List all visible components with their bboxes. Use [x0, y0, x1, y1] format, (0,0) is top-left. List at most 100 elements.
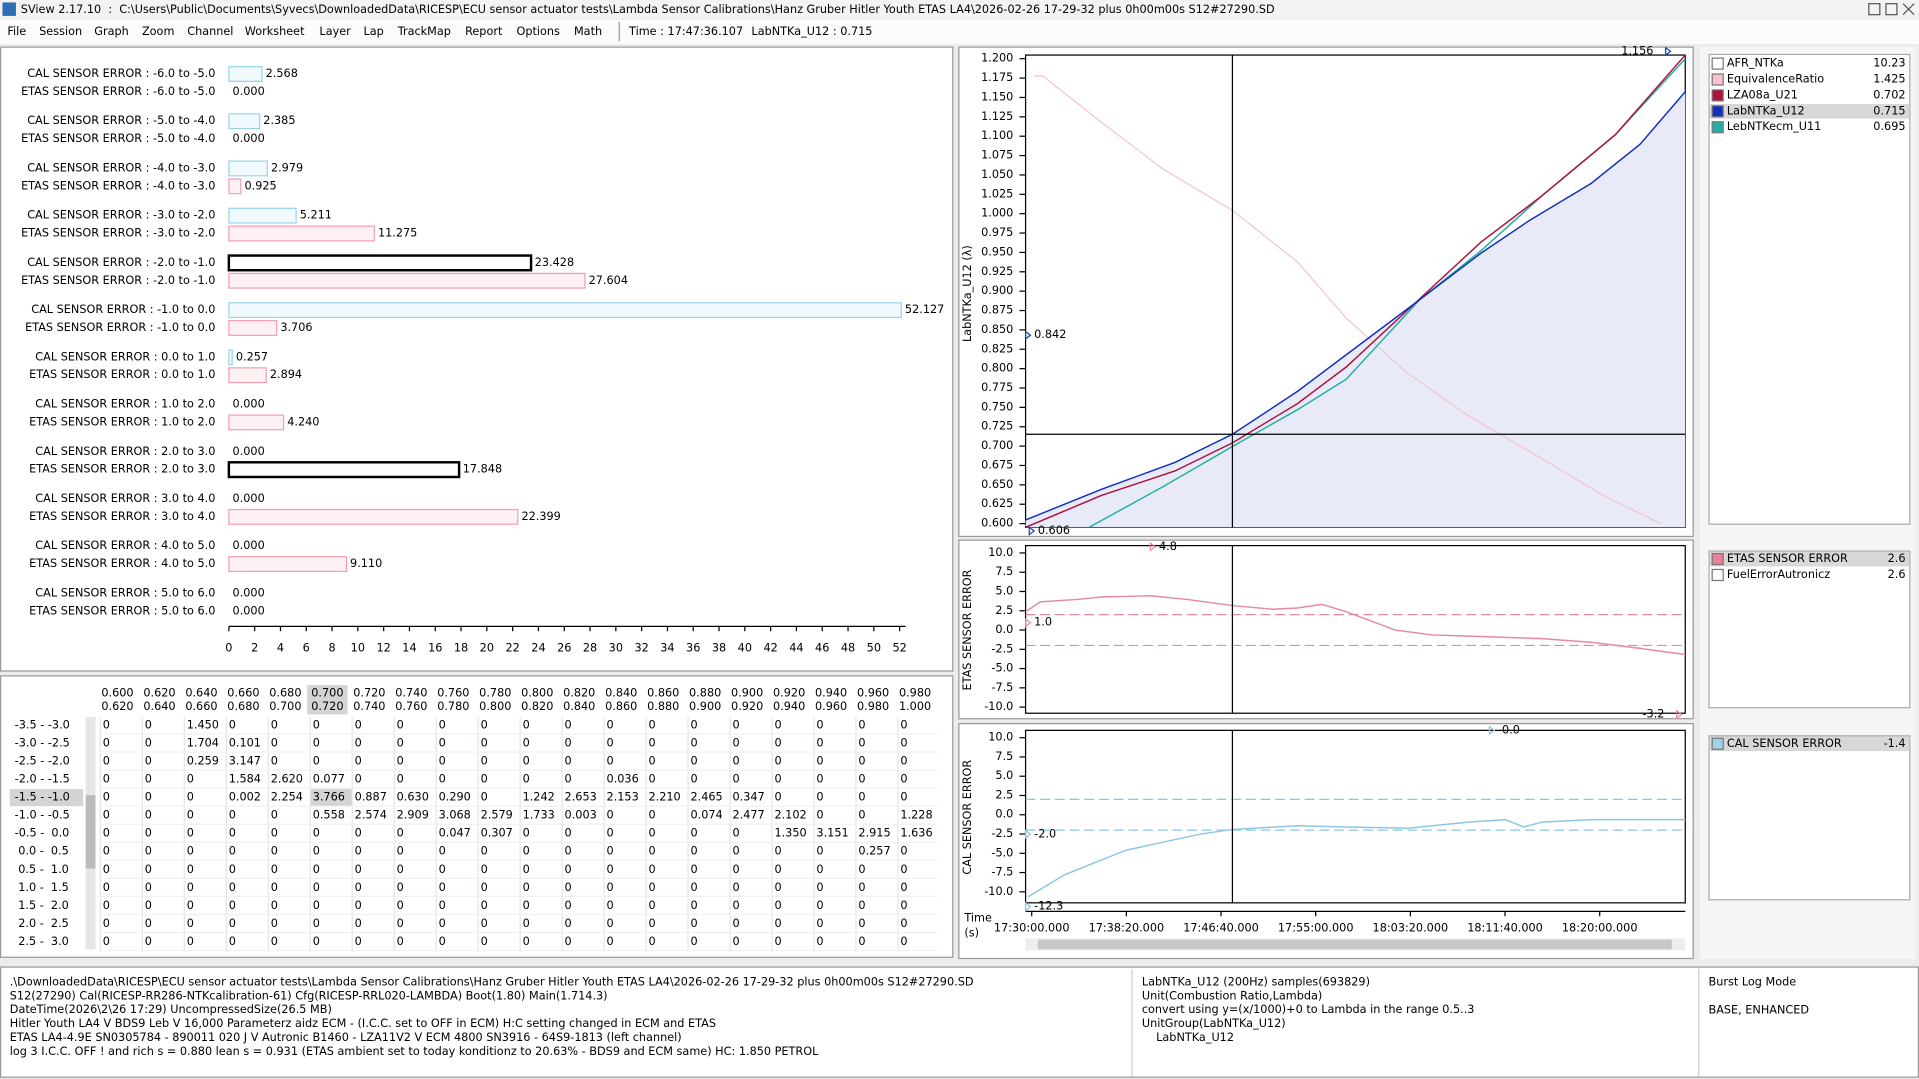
table-cell: 2.210: [649, 791, 681, 804]
table-cell: 0: [229, 718, 236, 731]
menu-item[interactable]: Lap: [363, 25, 383, 38]
bar-value: 2.385: [263, 114, 295, 127]
menu-item[interactable]: TrackMap: [397, 25, 451, 38]
table-cell: 0: [858, 791, 865, 804]
table-cell: 2.574: [355, 809, 387, 822]
y-tick-label: 0.650: [981, 478, 1013, 491]
table-cell: 0: [607, 809, 614, 822]
table-cell: 0: [229, 899, 236, 912]
table-cell: 0: [481, 917, 488, 930]
table-cell: 0: [565, 773, 572, 786]
legend-name[interactable]: FuelErrorAutronicz: [1727, 568, 1830, 581]
legend-swatch[interactable]: [1712, 74, 1723, 85]
menu-item[interactable]: Session: [39, 25, 82, 38]
x-tick-label: 18: [454, 641, 468, 654]
table-cell: 0: [145, 718, 152, 731]
annotation: -12.3: [1034, 900, 1063, 913]
legend-swatch[interactable]: [1712, 58, 1723, 69]
legend-name[interactable]: LZA08a_U21: [1727, 88, 1798, 101]
table-cell: 0: [816, 791, 823, 804]
x-tick-label: 48: [841, 641, 855, 654]
table-cell: 0: [145, 881, 152, 894]
bar-label: CAL SENSOR ERROR : 0.0 to 1.0: [35, 350, 215, 363]
x-tick-label: 38: [712, 641, 726, 654]
table-scroll-thumb[interactable]: [86, 795, 96, 868]
table-cell: 0: [607, 845, 614, 858]
table-cell: 3.068: [439, 809, 471, 822]
table-cell: 1.242: [523, 791, 555, 804]
legend-name[interactable]: LabNTKa_U12: [1727, 104, 1805, 117]
menu-item[interactable]: Report: [465, 25, 503, 38]
legend-name[interactable]: LebNTKecm_U11: [1727, 120, 1822, 133]
legend-swatch[interactable]: [1712, 106, 1723, 117]
table-cell: 0: [816, 809, 823, 822]
table-cell: 0: [774, 935, 781, 948]
table-cell: 0: [732, 755, 739, 768]
menu-item[interactable]: Zoom: [142, 25, 174, 38]
table-cell: 0: [397, 773, 404, 786]
menu-item[interactable]: Layer: [319, 25, 351, 38]
bar-label: ETAS SENSOR ERROR : 1.0 to 2.0: [29, 415, 215, 428]
table-cell: 0: [858, 935, 865, 948]
column-header: 0.780: [479, 687, 511, 700]
time-scroll-thumb[interactable]: [1038, 940, 1672, 950]
menu-item[interactable]: Graph: [94, 25, 129, 38]
legend-swatch[interactable]: [1712, 738, 1723, 749]
table-cell: 0: [397, 881, 404, 894]
time-tick-label: 17:38:20.000: [1089, 922, 1165, 935]
table-cell: 2.579: [481, 809, 513, 822]
legend-name[interactable]: ETAS SENSOR ERROR: [1727, 552, 1848, 565]
legend-swatch[interactable]: [1712, 90, 1723, 101]
table-cell: 0: [355, 881, 362, 894]
table-cell: 0: [523, 827, 530, 840]
legend-name[interactable]: AFR_NTKa: [1727, 57, 1784, 70]
legend-swatch[interactable]: [1712, 554, 1723, 565]
menu-item[interactable]: Channel: [187, 25, 233, 38]
bar: [229, 114, 260, 129]
legend-name[interactable]: CAL SENSOR ERROR: [1727, 737, 1842, 750]
status-time: Time : 17:47:36.107: [628, 25, 743, 38]
x-tick-label: 32: [634, 641, 648, 654]
menu-item[interactable]: Math: [574, 25, 602, 38]
bar-value: 3.706: [280, 321, 312, 334]
bar-label: CAL SENSOR ERROR : -3.0 to -2.0: [27, 209, 215, 222]
menu-item[interactable]: Worksheet: [245, 25, 305, 38]
menu-item[interactable]: Options: [516, 25, 560, 38]
table-cell: 0.077: [313, 773, 345, 786]
bar-label: ETAS SENSOR ERROR : -5.0 to -4.0: [21, 132, 215, 145]
table-cell: 0.074: [690, 809, 722, 822]
annotation: -3.2: [1642, 707, 1664, 720]
y-tick-label: 0.925: [981, 265, 1013, 278]
status-channel: LabNTKa_U12 : 0.715: [751, 25, 872, 38]
table-cell: 1.350: [774, 827, 806, 840]
menu-item[interactable]: File: [7, 25, 26, 38]
column-header: 0.840: [563, 700, 595, 713]
bar-label: CAL SENSOR ERROR : 3.0 to 4.0: [35, 492, 215, 505]
table-cell: 0: [481, 736, 488, 749]
table-cell: 0: [145, 736, 152, 749]
table-cell: 0: [816, 736, 823, 749]
table-cell: 0: [397, 718, 404, 731]
bar-value: 0.000: [233, 539, 265, 552]
table-cell: 0: [271, 845, 278, 858]
table-cell: 0: [103, 827, 110, 840]
legend-swatch[interactable]: [1712, 569, 1723, 580]
row-header: -1.0 - -0.5: [15, 809, 70, 822]
y-tick-label: 0.0: [995, 623, 1013, 636]
table-cell: 0: [732, 736, 739, 749]
table-cell: 0: [690, 755, 697, 768]
column-header: 0.880: [647, 700, 679, 713]
row-header: 2.5 - 3.0: [15, 935, 69, 948]
time-axis-label: Time: [963, 912, 992, 925]
legend-swatch[interactable]: [1712, 122, 1723, 133]
legend-name[interactable]: EquivalenceRatio: [1727, 73, 1824, 86]
y-tick-label: -2.5: [991, 642, 1013, 655]
table-cell: 0: [649, 809, 656, 822]
legend-value: -1.4: [1884, 737, 1906, 750]
row-header: 1.5 - 2.0: [15, 899, 69, 912]
table-cell: 0: [313, 917, 320, 930]
table-cell: 0: [523, 917, 530, 930]
table-cell: 0: [607, 736, 614, 749]
column-header: 0.800: [479, 700, 511, 713]
table-cell: 0: [732, 773, 739, 786]
